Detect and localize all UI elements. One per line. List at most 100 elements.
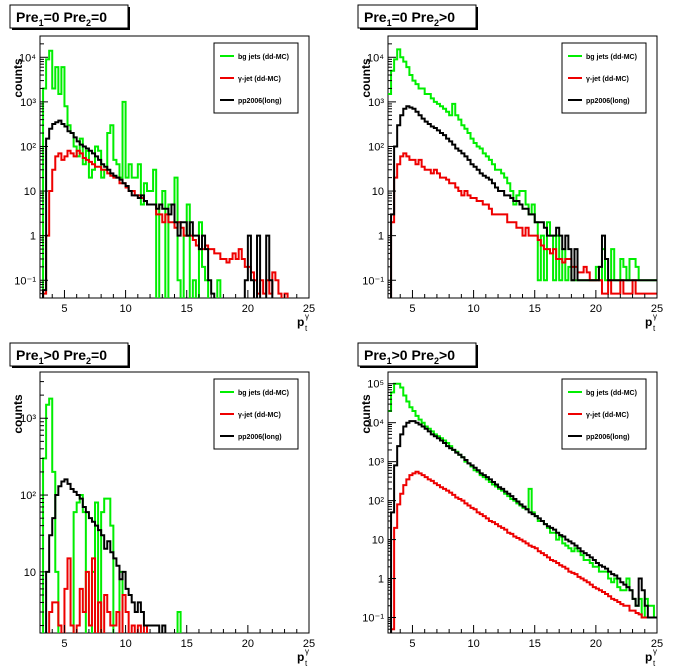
y-axis: 10⁻¹ 1 10 10² 10³ 10⁴ xyxy=(14,35,48,299)
y-tick-label: 10² xyxy=(368,496,384,508)
y-axis-label: counts xyxy=(359,394,373,434)
histograms xyxy=(388,382,657,633)
chart-panel-1: Pre1=0 Pre2=0 5 10 15 20 25 10⁻¹ 1 10 10² 10³ 10⁴co… xyxy=(9,4,315,333)
y-tick-label: 1 xyxy=(30,231,36,243)
legend-label: pp2006(long) xyxy=(238,98,282,105)
x-label-sup: γ xyxy=(653,647,657,656)
y-tick-label: 10³ xyxy=(20,97,36,109)
x-label-main: p xyxy=(297,315,304,329)
x-axis-label: p γt xyxy=(645,312,657,333)
y-axis: 10⁻¹ 1 10 10² 10³ 10⁴ 10⁵ xyxy=(362,371,396,634)
x-label-sup: γ xyxy=(653,312,657,321)
x-label-sup: γ xyxy=(305,647,309,656)
title-box-shadow xyxy=(476,345,478,368)
title-box-shadow xyxy=(360,366,478,368)
x-tick-label: 25 xyxy=(303,303,315,315)
y-tick-label: 10 xyxy=(24,567,36,579)
title-box-shadow xyxy=(128,7,130,30)
title-box-shadow xyxy=(360,28,478,30)
x-tick-label: 10 xyxy=(467,638,479,650)
x-tick-label: 5 xyxy=(61,638,67,650)
x-label-sub: t xyxy=(653,324,656,333)
x-label-main: p xyxy=(645,315,652,329)
x-tick-label: 15 xyxy=(529,303,541,315)
y-tick-label: 10³ xyxy=(368,457,384,469)
x-tick-label: 10 xyxy=(119,638,131,650)
x-tick-label: 5 xyxy=(409,638,415,650)
legend-label: bg jets (dd-MC) xyxy=(586,54,637,61)
y-tick-label: 10⁵ xyxy=(367,379,384,391)
series-gamma-jet xyxy=(390,470,657,633)
legend-label: pp2006(long) xyxy=(586,98,630,105)
series-bg-jets xyxy=(42,397,182,633)
chart-title: Pre1=0 Pre2=0 xyxy=(9,4,130,30)
x-label-sup: γ xyxy=(305,312,309,321)
legend-label: γ-jet (dd-MC) xyxy=(238,412,281,419)
x-tick-label: 25 xyxy=(303,638,315,650)
x-tick-label: 5 xyxy=(409,303,415,315)
title-box-shadow xyxy=(128,345,130,368)
y-axis-label: counts xyxy=(359,58,373,98)
y-tick-label: 1 xyxy=(378,574,384,586)
x-label-sub: t xyxy=(305,659,308,668)
series-pp2006 xyxy=(45,478,167,633)
x-label-sub: t xyxy=(305,324,308,333)
legend-label: bg jets (dd-MC) xyxy=(586,390,637,397)
x-tick-label: 20 xyxy=(242,303,254,315)
x-tick-label: 20 xyxy=(590,638,602,650)
y-tick-label: 1 xyxy=(378,231,384,243)
legend-label: bg jets (dd-MC) xyxy=(238,54,289,61)
series-pp2006 xyxy=(390,420,657,633)
legend: bg jets (dd-MC) γ-jet (dd-MC) pp2006(long) xyxy=(213,378,299,450)
y-tick-label: 10⁻¹ xyxy=(362,612,384,624)
title-text: Pre1=0 Pre2>0 xyxy=(364,9,455,28)
x-tick-label: 10 xyxy=(467,303,479,315)
title-box-shadow xyxy=(12,366,130,368)
chart-title: Pre1>0 Pre2=0 xyxy=(9,342,130,368)
title-text: Pre1>0 Pre2>0 xyxy=(364,347,455,366)
series-pp2006 xyxy=(42,119,274,298)
x-tick-label: 25 xyxy=(651,638,663,650)
title-text: Pre1=0 Pre2=0 xyxy=(16,9,107,28)
x-axis-label: p γt xyxy=(645,647,657,668)
x-tick-label: 10 xyxy=(119,303,131,315)
x-axis: 5 10 15 20 25 xyxy=(39,625,315,650)
x-tick-label: 15 xyxy=(181,638,193,650)
histograms xyxy=(388,48,657,298)
chart-title: Pre1>0 Pre2>0 xyxy=(357,342,478,368)
y-tick-label: 10 xyxy=(24,186,36,198)
x-label-sub: t xyxy=(653,659,656,668)
legend-label: γ-jet (dd-MC) xyxy=(238,76,281,83)
x-tick-label: 5 xyxy=(61,303,67,315)
y-tick-label: 10² xyxy=(368,141,384,153)
x-tick-label: 15 xyxy=(181,303,193,315)
y-tick-label: 10² xyxy=(20,141,36,153)
series-gamma-jet xyxy=(390,152,657,298)
legend: bg jets (dd-MC) γ-jet (dd-MC) pp2006(long) xyxy=(561,378,647,450)
legend-label: bg jets (dd-MC) xyxy=(238,390,289,397)
title-text: Pre1>0 Pre2=0 xyxy=(16,347,107,366)
x-axis: 5 10 15 20 25 xyxy=(39,290,315,315)
y-tick-label: 10³ xyxy=(368,97,384,109)
chart-panel-2: Pre1=0 Pre2>0 5 10 15 20 25 10⁻¹ 1 10 10² 10³ 10⁴co… xyxy=(357,4,663,333)
x-tick-label: 20 xyxy=(590,303,602,315)
y-axis-label: counts xyxy=(11,394,25,434)
series-bg-jets xyxy=(388,382,657,619)
x-axis: 5 10 15 20 25 xyxy=(387,290,663,315)
x-label-main: p xyxy=(297,650,304,664)
y-axis: 10 10² 10³ xyxy=(20,371,48,627)
y-axis: 10⁻¹ 1 10 10² 10³ 10⁴ xyxy=(362,35,396,299)
legend-label: γ-jet (dd-MC) xyxy=(586,76,629,83)
y-tick-label: 10 xyxy=(372,535,384,547)
y-tick-label: 10² xyxy=(20,490,36,502)
x-axis-label: p γt xyxy=(297,647,309,668)
title-box-shadow xyxy=(12,28,130,30)
y-tick-label: 10⁴ xyxy=(19,52,36,64)
legend: bg jets (dd-MC) γ-jet (dd-MC) pp2006(long) xyxy=(561,42,647,114)
series-pp2006 xyxy=(390,105,657,298)
x-axis-label: p γt xyxy=(297,312,309,333)
chart-title: Pre1=0 Pre2>0 xyxy=(357,4,478,30)
x-label-main: p xyxy=(645,650,652,664)
